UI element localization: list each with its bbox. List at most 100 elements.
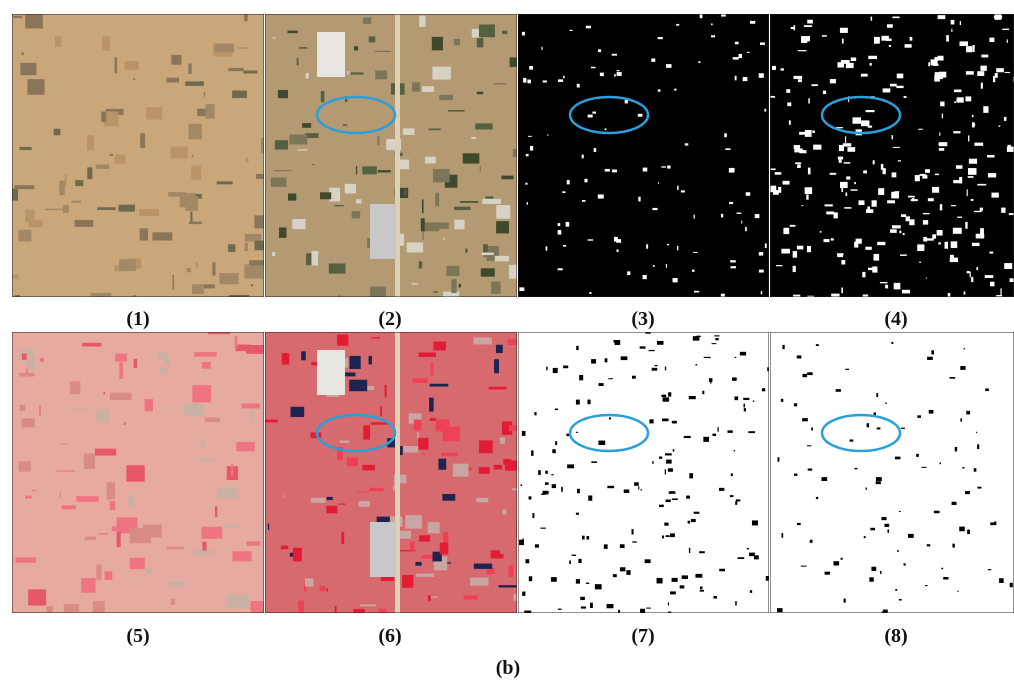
image-texture [976,234,985,239]
image-texture [981,55,988,58]
image-texture [974,468,977,472]
image-texture [744,408,746,411]
image-texture [250,601,265,618]
image-texture [971,199,974,201]
image-texture [576,432,578,433]
image-texture [786,89,790,93]
image-texture [873,160,875,164]
image-texture [695,364,697,365]
image-texture [530,146,533,151]
image-texture [272,37,275,38]
panel-image [12,14,272,307]
image-texture [60,444,67,445]
image-texture [496,221,509,233]
image-texture [110,154,113,156]
image-texture [928,62,930,66]
image-texture [938,15,946,19]
image-texture [417,432,419,439]
image-texture [651,58,655,61]
image-texture [824,239,830,242]
image-texture [702,391,704,394]
image-texture [327,497,333,500]
image-texture [939,148,944,151]
image-texture [40,358,44,362]
image-texture [164,358,170,365]
image-texture [590,603,593,608]
image-texture [326,506,337,514]
image-texture [895,589,897,591]
image-texture [563,76,565,78]
image-texture [14,185,34,189]
image-texture [703,437,709,442]
image-texture [826,211,834,214]
image-texture [617,72,622,76]
image-texture [790,225,796,227]
image-texture [793,251,797,258]
image-texture [215,44,234,53]
image-texture [704,357,711,358]
image-texture [666,64,671,68]
image-texture [864,536,866,538]
image-texture [538,470,541,475]
image-texture [525,183,527,185]
image-texture [349,380,367,391]
image-texture [32,490,36,491]
image-texture [198,458,214,461]
image-texture [474,564,492,569]
image-texture [435,193,439,207]
image-texture [587,400,590,405]
image-texture [620,544,625,548]
image-texture [1004,117,1006,121]
image-texture [139,209,159,216]
image-texture [634,482,639,486]
image-texture [54,129,61,135]
image-texture [115,155,126,165]
image-texture [736,499,741,501]
image-texture [974,211,982,212]
image-texture [56,470,75,471]
image-texture [709,378,712,382]
image-texture [363,425,370,439]
image-texture [540,528,545,529]
image-texture [543,491,549,495]
image-texture [801,566,807,567]
image-texture [666,264,667,268]
image-texture [527,80,531,84]
image-texture [874,254,880,261]
image-texture [305,578,313,586]
image-texture [534,412,536,415]
image-texture [482,253,494,256]
image-texture [454,207,471,210]
image-texture [609,417,611,419]
image-texture [570,30,573,31]
image-texture [952,502,957,505]
image-texture [268,524,269,531]
image-texture [807,372,813,375]
image-texture [991,193,998,198]
image-texture [19,461,31,471]
image-texture [227,595,250,608]
image-texture [689,473,693,478]
image-texture [977,487,981,489]
image-texture [140,228,148,240]
image-texture [501,176,513,180]
image-texture [730,266,735,268]
image-texture [205,417,220,422]
image-texture [807,445,811,446]
image-texture [167,78,180,83]
image-texture [804,25,812,27]
image-texture [999,125,1001,126]
image-texture [695,574,702,578]
image-texture [614,74,616,77]
image-texture [45,209,64,211]
image-texture [974,143,983,146]
image-texture [586,536,589,540]
image-texture [246,345,263,354]
image-texture [115,57,118,73]
image-texture [773,190,779,195]
image-texture [547,135,548,136]
image-texture [922,467,927,468]
image-texture [244,264,263,278]
image-texture [732,377,737,380]
image-texture [851,57,856,61]
